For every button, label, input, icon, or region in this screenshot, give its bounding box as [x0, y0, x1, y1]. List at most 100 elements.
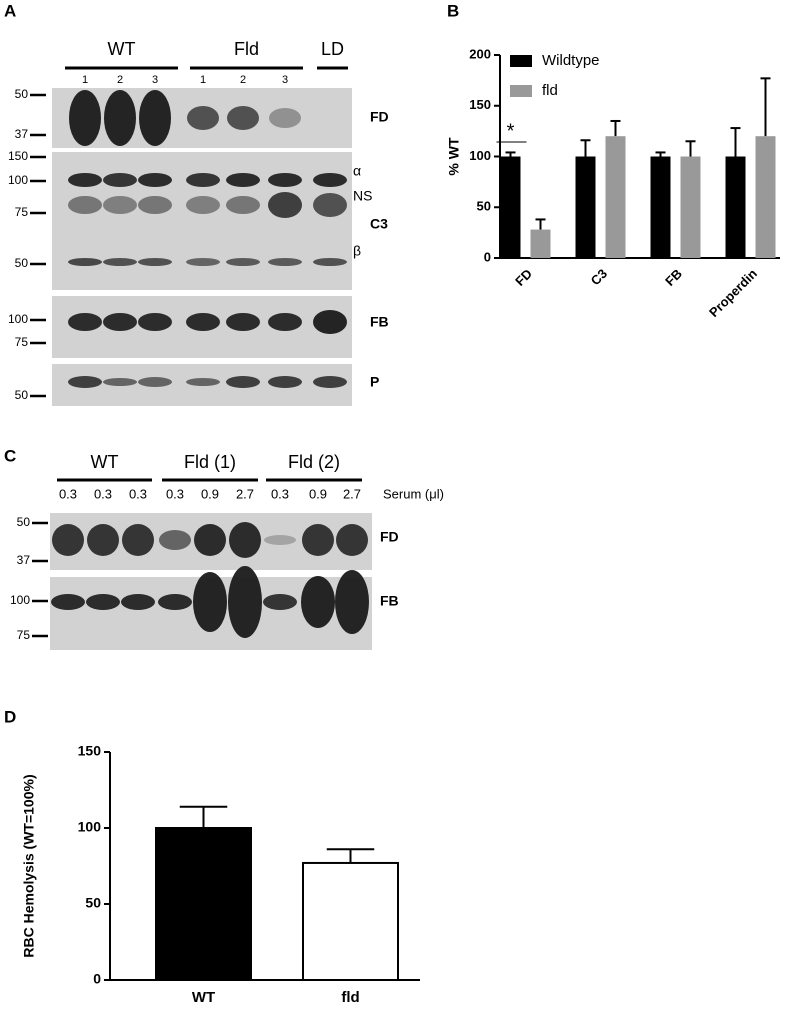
blot-band: [226, 196, 260, 214]
blot-band: [313, 173, 347, 187]
blot-band: [186, 258, 220, 266]
legend-label: Wildtype: [542, 52, 600, 69]
lane-label: 0.9: [309, 486, 327, 501]
blot-band: [302, 524, 334, 556]
y-tick-label: 150: [78, 743, 102, 759]
blot-band: [138, 173, 172, 187]
blot-band: [103, 173, 137, 187]
bar: [725, 156, 746, 258]
blot-band: [68, 258, 102, 266]
blot-band: [187, 106, 219, 130]
panel-label: B: [447, 1, 459, 20]
blot-band: [268, 313, 302, 331]
band-label: β: [353, 243, 361, 259]
y-tick-label: 150: [469, 97, 491, 112]
blot-band: [138, 196, 172, 214]
blot-band: [335, 570, 369, 634]
blot-band: [103, 313, 137, 331]
blot-band: [138, 258, 172, 266]
mw-marker-label: 75: [15, 335, 29, 349]
panel-label: D: [4, 707, 16, 726]
blot-band: [159, 530, 191, 550]
blot-band: [69, 90, 101, 146]
blot-band: [268, 192, 302, 218]
lane-label: 0.3: [166, 486, 184, 501]
mw-marker-label: 50: [15, 87, 29, 101]
blot-band: [104, 90, 136, 146]
legend-swatch: [510, 55, 532, 67]
mw-marker-label: 50: [15, 388, 29, 402]
x-tick-label: FB: [662, 266, 685, 289]
mw-marker-label: 50: [17, 515, 31, 529]
panel-label: C: [4, 446, 16, 465]
lane-label: 0.9: [201, 486, 219, 501]
bar: [500, 156, 521, 258]
blot-band: [122, 524, 154, 556]
band-label: α: [353, 163, 361, 179]
blot-band: [186, 196, 220, 214]
strip-label: FB: [370, 314, 389, 330]
bar: [530, 229, 551, 258]
bar: [650, 156, 671, 258]
blot-band: [264, 535, 296, 545]
blot-band: [228, 566, 262, 638]
bar: [755, 136, 776, 258]
bar: [605, 136, 626, 258]
blot-band: [138, 377, 172, 387]
blot-band: [268, 173, 302, 187]
x-tick-label: FD: [512, 266, 535, 289]
legend-swatch: [510, 85, 532, 97]
lane-label: 0.3: [129, 486, 147, 501]
blot-band: [194, 524, 226, 556]
blot-band: [313, 310, 347, 334]
strip-label: FB: [380, 593, 399, 609]
mw-marker-label: 37: [17, 553, 31, 567]
y-tick-label: 200: [469, 46, 491, 61]
lane-group-label: Fld (1): [184, 452, 236, 472]
lane-label: 3: [152, 74, 158, 86]
blot-band: [68, 173, 102, 187]
blot-band: [138, 313, 172, 331]
bar: [155, 827, 252, 981]
mw-marker-label: 75: [15, 205, 29, 219]
lane-group-label: WT: [108, 39, 136, 59]
blot-band: [313, 258, 347, 266]
significance-marker: *: [507, 120, 515, 142]
y-tick-label: 100: [469, 148, 491, 163]
y-axis-label: RBC Hemolysis (WT=100%): [21, 774, 37, 957]
mw-marker-label: 37: [15, 127, 29, 141]
strip-label: FD: [370, 109, 389, 125]
lane-label: 0.3: [271, 486, 289, 501]
blot-band: [103, 258, 137, 266]
blot-band: [226, 258, 260, 266]
blot-strip: [52, 152, 352, 290]
blot-band: [226, 376, 260, 388]
lane-group-label: LD: [321, 39, 344, 59]
mw-marker-label: 100: [8, 312, 28, 326]
lane-group-label: WT: [91, 452, 119, 472]
panel-label: A: [4, 1, 16, 20]
strip-label: P: [370, 374, 379, 390]
lane-label: 1: [82, 74, 88, 86]
legend-label: fld: [542, 82, 558, 99]
blot-band: [269, 108, 301, 128]
x-tick-label: fld: [341, 989, 359, 1006]
lane-label: 2.7: [236, 486, 254, 501]
blot-band: [158, 594, 192, 610]
blot-band: [186, 378, 220, 386]
lane-axis-label: Serum (μl): [383, 486, 444, 501]
lane-label: 2.7: [343, 486, 361, 501]
y-tick-label: 100: [78, 819, 102, 835]
blot-band: [313, 193, 347, 217]
blot-band: [229, 522, 261, 558]
mw-marker-label: 100: [8, 173, 28, 187]
lane-label: 0.3: [94, 486, 112, 501]
blot-band: [186, 173, 220, 187]
blot-band: [68, 313, 102, 331]
strip-label: C3: [370, 216, 388, 232]
blot-band: [103, 196, 137, 214]
strip-label: FD: [380, 529, 399, 545]
blot-band: [68, 196, 102, 214]
